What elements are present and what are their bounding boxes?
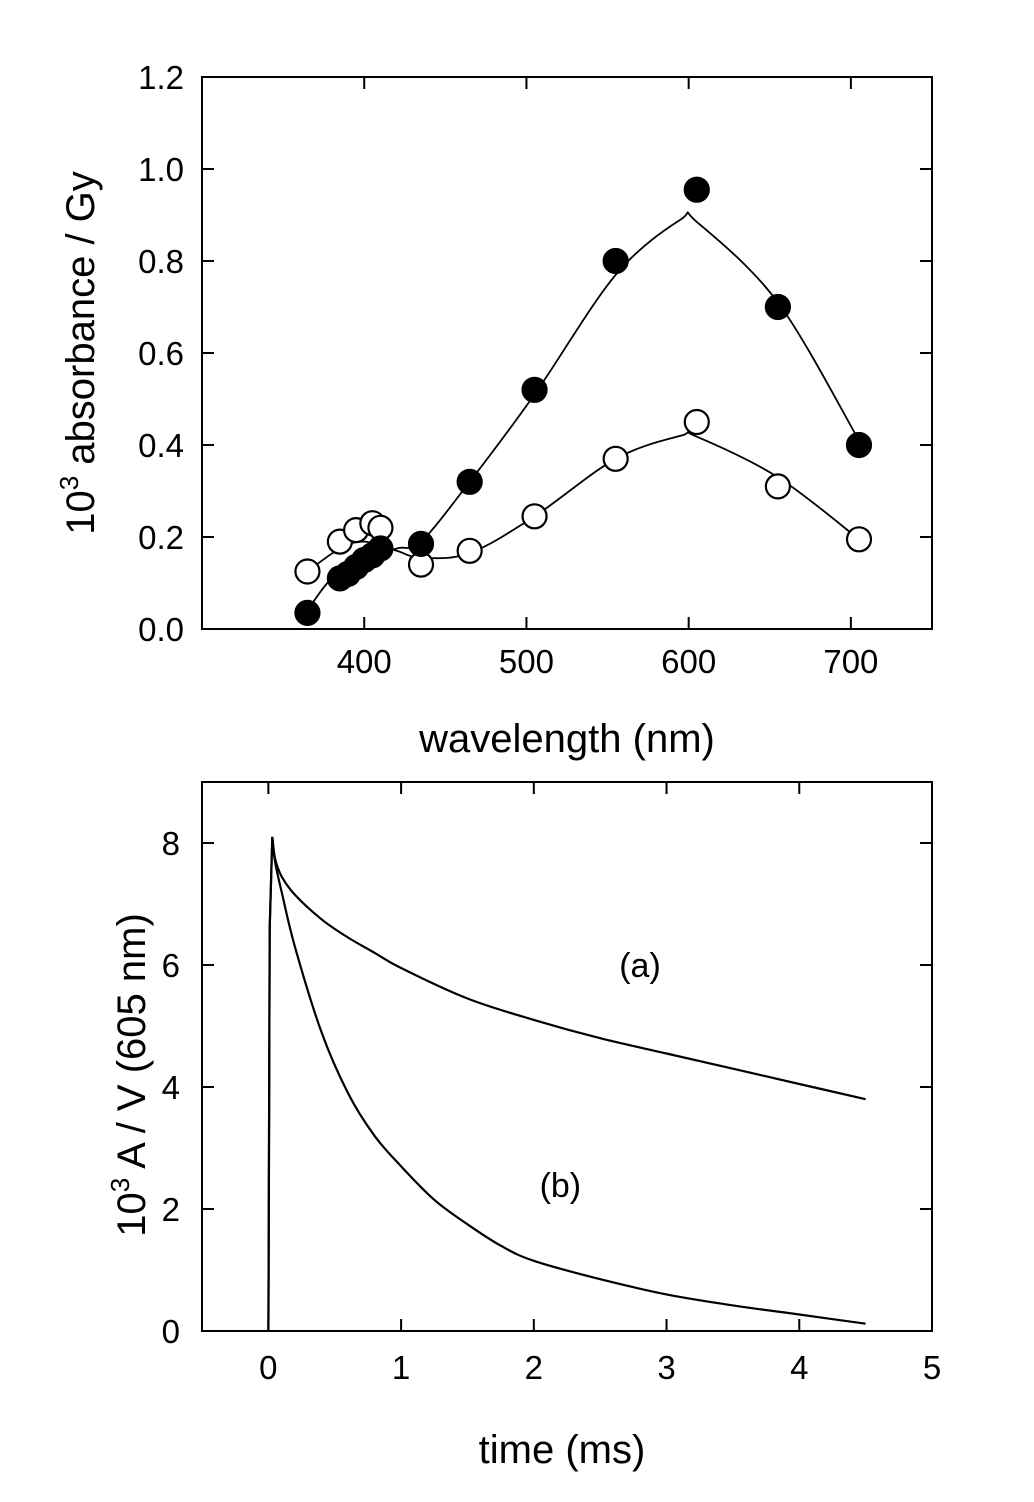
decay-traces xyxy=(267,836,866,1332)
x-tick-label: 4 xyxy=(790,1349,808,1386)
open-point xyxy=(521,503,548,530)
data-points-top xyxy=(294,176,873,627)
x-axis-ticks-top: 400 500 600 700 xyxy=(337,77,878,680)
filled-point xyxy=(845,431,873,459)
filled-point xyxy=(294,599,321,627)
open-point xyxy=(294,558,321,585)
y-tick-label: 6 xyxy=(162,947,180,984)
y-tick-label: 4 xyxy=(162,1069,180,1106)
open-point xyxy=(456,537,483,564)
plot-frame-bottom xyxy=(201,781,933,1332)
x-axis-label-bottom: time (ms) xyxy=(479,1428,646,1472)
y-tick-label: 0.2 xyxy=(138,519,184,556)
open-point xyxy=(683,408,710,436)
y-axis-label-top: 103 absorbance / Gy xyxy=(54,171,103,535)
open-point xyxy=(845,526,873,553)
x-tick-label: 600 xyxy=(661,643,716,680)
x-tick-label: 3 xyxy=(657,1349,675,1386)
x-tick-label: 700 xyxy=(823,643,878,680)
y-tick-label: 2 xyxy=(162,1191,180,1228)
kinetics-chart: 0 2 4 6 8 0 1 2 3 4 5 (a) (b) time (ms) 103 A / V… xyxy=(105,781,941,1472)
x-tick-label: 5 xyxy=(923,1349,941,1386)
x-tick-label: 500 xyxy=(499,643,554,680)
y-tick-label: 0.8 xyxy=(138,243,184,280)
x-axis-label-top: wavelength (nm) xyxy=(418,717,715,761)
spectrum-chart: 0.0 0.2 0.4 0.6 0.8 1.0 1.2 400 500 600 700 wavel… xyxy=(54,59,933,761)
y-tick-label: 1.2 xyxy=(138,59,184,96)
x-tick-label: 1 xyxy=(392,1349,410,1386)
x-tick-label: 0 xyxy=(259,1349,277,1386)
plot-frame-top xyxy=(201,76,933,630)
y-tick-label: 0.0 xyxy=(138,611,184,648)
filled-point xyxy=(367,535,394,562)
y-axis-ticks-bottom: 0 2 4 6 8 xyxy=(162,825,932,1350)
y-axis-label-bottom: 103 A / V (605 nm) xyxy=(105,913,154,1237)
annotation-a: (a) xyxy=(619,947,661,985)
filled-point xyxy=(602,247,629,275)
filled-point xyxy=(521,376,548,403)
open-point xyxy=(764,473,791,500)
x-tick-label: 2 xyxy=(525,1349,543,1386)
y-tick-label: 0 xyxy=(162,1313,180,1350)
filled-point xyxy=(764,293,791,321)
filled-point xyxy=(407,530,435,558)
y-tick-label: 8 xyxy=(162,825,180,862)
filled-point xyxy=(683,176,710,203)
filled-point xyxy=(456,468,483,495)
x-axis-ticks-bottom: 0 1 2 3 4 5 xyxy=(259,782,941,1386)
y-axis-ticks-top: 0.0 0.2 0.4 0.6 0.8 1.0 1.2 xyxy=(138,59,932,648)
x-tick-label: 400 xyxy=(337,643,392,680)
trace-a xyxy=(267,836,866,1332)
annotation-b: (b) xyxy=(540,1167,582,1205)
y-tick-label: 0.4 xyxy=(138,427,184,464)
y-tick-label: 1.0 xyxy=(138,151,184,188)
y-tick-label: 0.6 xyxy=(138,335,184,372)
trace-b xyxy=(267,836,866,1332)
open-point xyxy=(602,445,629,472)
